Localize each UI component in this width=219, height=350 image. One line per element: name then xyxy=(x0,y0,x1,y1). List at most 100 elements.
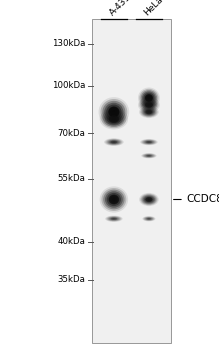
Ellipse shape xyxy=(145,154,153,157)
Ellipse shape xyxy=(139,98,159,112)
Ellipse shape xyxy=(105,216,123,222)
Ellipse shape xyxy=(109,115,119,123)
Text: 100kDa: 100kDa xyxy=(52,81,85,90)
Ellipse shape xyxy=(110,116,117,122)
Text: A-431: A-431 xyxy=(108,0,132,18)
Text: 35kDa: 35kDa xyxy=(58,275,85,285)
Ellipse shape xyxy=(106,139,121,145)
Ellipse shape xyxy=(111,141,116,143)
Ellipse shape xyxy=(101,99,127,125)
Ellipse shape xyxy=(105,191,123,208)
Ellipse shape xyxy=(145,197,153,202)
Text: HeLa: HeLa xyxy=(143,0,165,18)
Ellipse shape xyxy=(141,195,156,204)
Ellipse shape xyxy=(110,141,117,144)
Ellipse shape xyxy=(108,106,120,118)
Ellipse shape xyxy=(145,197,152,202)
Ellipse shape xyxy=(110,108,118,116)
Ellipse shape xyxy=(145,110,152,114)
Ellipse shape xyxy=(146,141,152,143)
Ellipse shape xyxy=(147,111,151,113)
Ellipse shape xyxy=(101,110,126,128)
Ellipse shape xyxy=(108,217,119,221)
Ellipse shape xyxy=(147,218,151,220)
Ellipse shape xyxy=(146,217,152,220)
Text: 40kDa: 40kDa xyxy=(58,237,85,246)
Text: 55kDa: 55kDa xyxy=(58,174,85,183)
Ellipse shape xyxy=(106,216,122,222)
Ellipse shape xyxy=(113,218,115,219)
Ellipse shape xyxy=(103,190,125,209)
Ellipse shape xyxy=(145,141,153,144)
Ellipse shape xyxy=(109,116,119,123)
Ellipse shape xyxy=(138,97,160,113)
Ellipse shape xyxy=(146,155,152,157)
Ellipse shape xyxy=(148,104,150,106)
Ellipse shape xyxy=(143,108,155,116)
Ellipse shape xyxy=(107,193,121,206)
Ellipse shape xyxy=(145,110,153,114)
Ellipse shape xyxy=(141,153,157,158)
Ellipse shape xyxy=(147,155,151,156)
Ellipse shape xyxy=(148,97,150,99)
Ellipse shape xyxy=(140,139,158,145)
Ellipse shape xyxy=(146,141,152,143)
Ellipse shape xyxy=(104,138,124,146)
Ellipse shape xyxy=(112,218,116,219)
Ellipse shape xyxy=(108,107,119,117)
Text: CCDC83: CCDC83 xyxy=(186,195,219,204)
Ellipse shape xyxy=(101,188,126,211)
Ellipse shape xyxy=(111,218,117,220)
Ellipse shape xyxy=(141,107,156,117)
Ellipse shape xyxy=(145,94,153,102)
Ellipse shape xyxy=(139,193,159,206)
Ellipse shape xyxy=(141,139,157,145)
Ellipse shape xyxy=(141,90,157,106)
Ellipse shape xyxy=(148,218,150,219)
Ellipse shape xyxy=(105,139,122,146)
Ellipse shape xyxy=(108,140,120,145)
Ellipse shape xyxy=(147,198,151,201)
Ellipse shape xyxy=(148,155,150,156)
Ellipse shape xyxy=(148,111,150,113)
Ellipse shape xyxy=(100,186,128,212)
Ellipse shape xyxy=(145,217,153,220)
Ellipse shape xyxy=(138,88,160,108)
Ellipse shape xyxy=(142,216,155,222)
Text: 70kDa: 70kDa xyxy=(58,128,85,138)
Ellipse shape xyxy=(143,216,155,221)
Ellipse shape xyxy=(144,109,154,115)
Ellipse shape xyxy=(100,108,128,130)
Ellipse shape xyxy=(145,102,153,108)
Ellipse shape xyxy=(139,106,159,118)
Ellipse shape xyxy=(110,217,118,220)
Ellipse shape xyxy=(146,155,152,157)
Ellipse shape xyxy=(143,195,155,204)
Ellipse shape xyxy=(143,140,154,144)
Ellipse shape xyxy=(104,103,124,121)
Ellipse shape xyxy=(142,140,155,145)
Ellipse shape xyxy=(112,198,116,201)
Ellipse shape xyxy=(142,153,156,158)
Ellipse shape xyxy=(99,97,129,127)
Ellipse shape xyxy=(112,110,116,114)
Ellipse shape xyxy=(143,154,155,158)
Ellipse shape xyxy=(146,95,152,101)
Ellipse shape xyxy=(106,105,122,119)
Ellipse shape xyxy=(146,103,152,107)
Ellipse shape xyxy=(142,91,156,105)
Ellipse shape xyxy=(107,114,121,124)
Ellipse shape xyxy=(112,118,116,120)
Ellipse shape xyxy=(144,154,154,158)
Ellipse shape xyxy=(142,100,156,110)
Ellipse shape xyxy=(110,196,117,203)
Ellipse shape xyxy=(147,218,151,219)
Ellipse shape xyxy=(105,112,123,126)
Ellipse shape xyxy=(110,141,118,144)
Ellipse shape xyxy=(109,195,119,204)
Ellipse shape xyxy=(144,196,154,203)
Ellipse shape xyxy=(145,102,153,108)
Ellipse shape xyxy=(147,218,151,220)
Ellipse shape xyxy=(145,94,153,102)
Ellipse shape xyxy=(141,99,157,111)
